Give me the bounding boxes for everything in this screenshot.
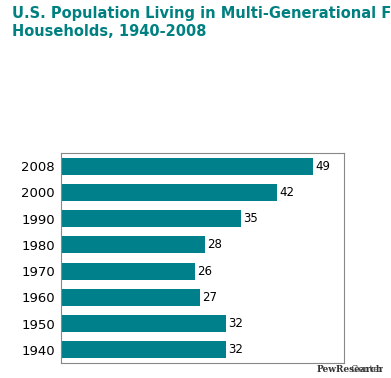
Bar xyxy=(61,210,241,227)
Bar xyxy=(61,236,205,253)
Bar xyxy=(61,341,226,358)
Text: 27: 27 xyxy=(203,291,217,304)
Text: 49: 49 xyxy=(316,160,331,173)
Text: 42: 42 xyxy=(280,186,295,199)
Text: U.S. Population Living in Multi-Generational Family
Households, 1940-2008: U.S. Population Living in Multi-Generati… xyxy=(12,6,391,39)
Text: Center: Center xyxy=(311,365,383,374)
Text: PewResearch: PewResearch xyxy=(317,365,383,374)
Text: 35: 35 xyxy=(244,212,258,225)
Bar xyxy=(61,289,200,306)
Bar xyxy=(61,184,277,201)
Bar xyxy=(61,158,313,175)
Text: 26: 26 xyxy=(197,265,212,277)
Text: 32: 32 xyxy=(228,343,243,356)
Bar xyxy=(61,315,226,332)
Text: 32: 32 xyxy=(228,317,243,330)
Text: 28: 28 xyxy=(208,239,222,251)
Bar xyxy=(61,263,195,280)
